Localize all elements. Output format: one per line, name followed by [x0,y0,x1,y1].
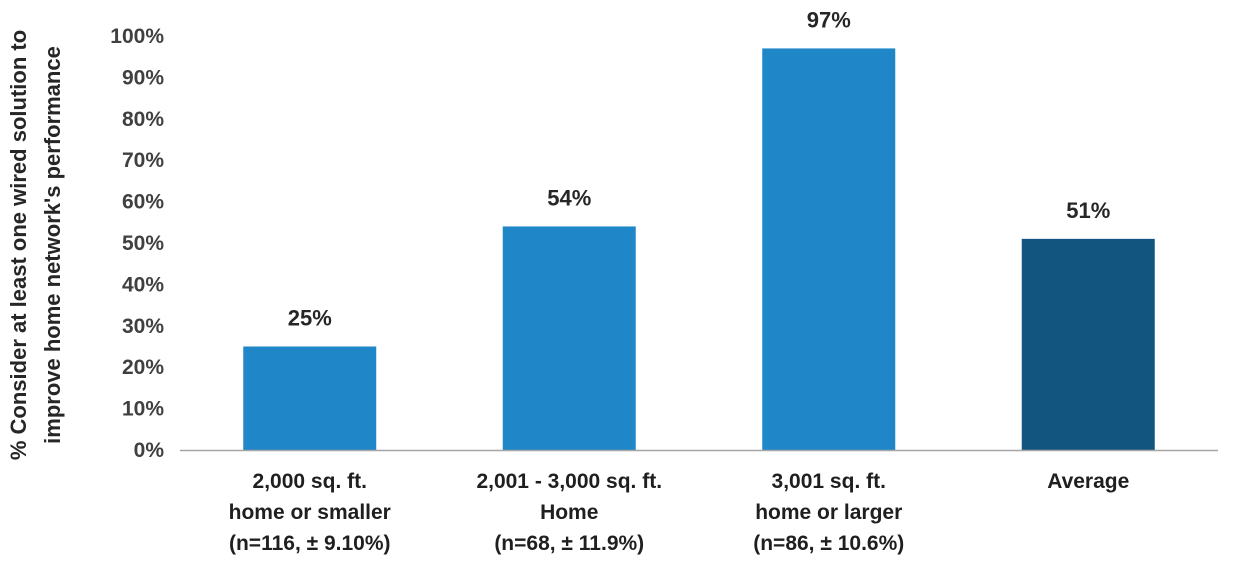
y-axis-title-line-1: % Consider at least one wired solution t… [6,30,31,460]
bar-2 [502,226,636,450]
bar-value-label-3: 97% [807,7,851,32]
y-tick-label: 30% [122,315,164,338]
category-label-4: Average [1047,470,1129,493]
category-label-1: 2,000 sq. ft. home or smaller (n=116, ± 9.… [229,470,391,555]
bar-4 [1021,238,1155,450]
y-tick-label: 10% [122,398,164,421]
bars [243,48,1155,451]
y-tick-label: 50% [122,232,164,255]
y-tick-label: 20% [122,356,164,379]
value-labels: 25% 54% 97% 51% [288,7,1111,330]
y-axis-ticks: 0% 10% 20% 30% 40% 50% 60% 70% 80% 90% 100% [110,25,164,462]
category-label-3: 3,001 sq. ft. home or larger (n=86, ± 10.6… [753,470,904,555]
y-tick-label: 100% [110,25,164,48]
y-tick-label: 90% [122,66,164,89]
bar-value-label-2: 54% [547,185,591,210]
bar-value-label-4: 51% [1066,198,1110,223]
category-labels: 2,000 sq. ft. home or smaller (n=116, ± 9.… [229,470,1130,555]
y-axis-title-line-2: improve home network's performance [40,46,65,444]
y-tick-label: 0% [134,439,165,462]
y-tick-label: 40% [122,273,164,296]
y-tick-label: 70% [122,149,164,172]
bar-3 [762,48,896,451]
y-axis-title: % Consider at least one wired solution t… [6,30,65,460]
bar-value-label-1: 25% [288,306,332,331]
bar-1 [243,346,377,450]
y-tick-label: 80% [122,108,164,131]
category-label-2: 2,001 - 3,000 sq. ft. Home (n=68, ± 11.9%) [476,470,662,555]
y-tick-label: 60% [122,191,164,214]
